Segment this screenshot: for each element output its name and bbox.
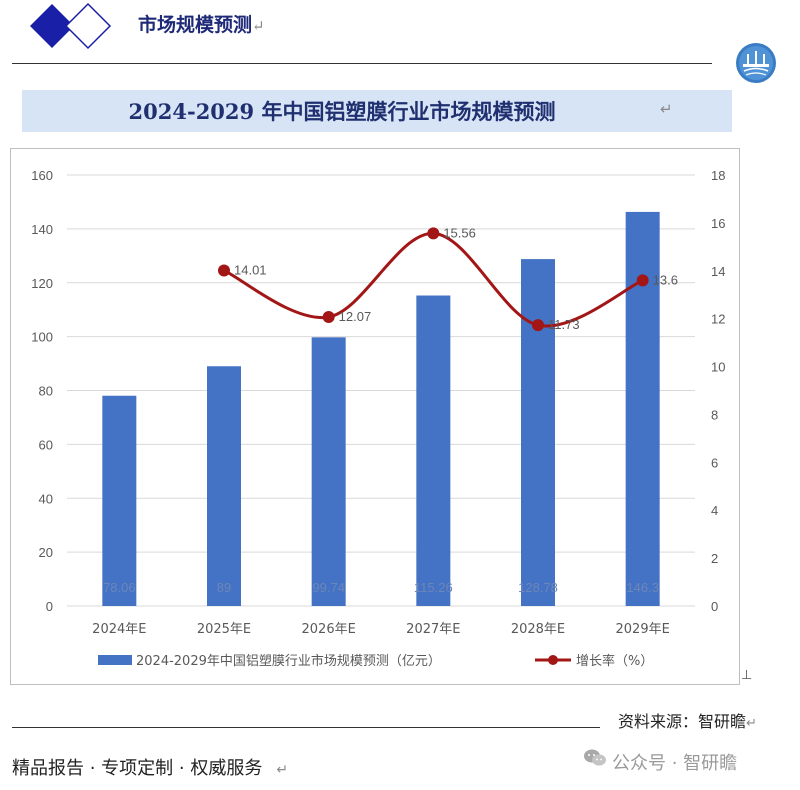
y-left-tick-label: 40 — [39, 491, 53, 506]
y-left-tick-label: 140 — [31, 222, 53, 237]
line-data-label: 13.6 — [653, 272, 678, 287]
line-point — [636, 274, 649, 287]
y-left-tick-label: 100 — [31, 330, 53, 345]
paragraph-mark: ↵ — [746, 716, 757, 731]
y-right-tick-label: 4 — [711, 503, 718, 518]
wechat-watermark: 公众号 · 智研瞻 — [612, 753, 738, 774]
legend-swatch-bar — [98, 655, 132, 665]
footer-rule — [12, 727, 600, 728]
line-point — [532, 319, 544, 332]
y-right-tick-label: 14 — [711, 264, 725, 279]
paragraph-mark: ↵ — [660, 100, 673, 118]
bar-data-label: 89 — [217, 580, 231, 595]
y-right-tick-label: 12 — [711, 312, 725, 327]
text-cursor-mark: ⊥ — [741, 668, 753, 683]
y-right-tick-label: 0 — [711, 599, 718, 614]
chart-title-banner — [22, 90, 732, 132]
bar-data-label: 128.78 — [518, 580, 558, 595]
bar — [521, 259, 555, 606]
y-left-tick-label: 80 — [39, 384, 53, 399]
paragraph-mark: ↵ — [252, 17, 265, 35]
x-tick-label: 2024年E — [92, 622, 146, 637]
legend-swatch-marker — [548, 655, 558, 665]
legend-label-line: 增长率（%） — [576, 653, 653, 669]
line-data-label: 11.73 — [548, 317, 580, 332]
bar — [207, 366, 241, 606]
bar-data-label: 115.26 — [414, 580, 453, 595]
bar — [416, 295, 451, 606]
chart-title: 2024-2029 年中国铝塑膜行业市场规模预测 — [128, 99, 556, 124]
bar — [625, 211, 660, 607]
line-data-label: 14.01 — [234, 263, 267, 278]
bar — [311, 337, 346, 606]
x-tick-label: 2028年E — [511, 622, 565, 637]
market-size-chart: 0 20 40 60 80 100 120 140 160 0 2 4 6 8 10 12 14 16 18 78.0… — [31, 168, 725, 669]
wechat-icon — [584, 749, 606, 766]
bar-data-label: 146.3 — [626, 580, 659, 595]
line-point — [427, 227, 440, 240]
y-left-tick-label: 0 — [46, 599, 53, 614]
line-point — [218, 264, 230, 277]
y-left-tick-label: 20 — [39, 545, 53, 560]
bar-data-label: 99.74 — [312, 580, 345, 595]
y-right-tick-label: 2 — [711, 551, 718, 566]
x-tick-label: 2025年E — [197, 622, 251, 637]
y-left-tick-label: 120 — [31, 276, 53, 291]
legend-label-bar: 2024-2029年中国铝塑膜行业市场规模预测（亿元） — [136, 653, 441, 669]
paragraph-mark: ↵ — [276, 762, 289, 778]
y-left-tick-label: 60 — [39, 437, 53, 452]
line-data-label: 15.56 — [443, 225, 476, 240]
chart-frame — [10, 148, 740, 685]
y-left-tick-label: 160 — [31, 168, 53, 183]
y-right-tick-label: 16 — [711, 216, 725, 231]
y-right-tick-label: 6 — [711, 455, 718, 470]
section-heading: 市场规模预测↵ — [138, 14, 265, 36]
y-right-tick-label: 8 — [711, 407, 718, 422]
x-tick-label: 2027年E — [406, 622, 460, 637]
line-point — [322, 310, 335, 323]
footer-slogan: 精品报告 · 专项定制 · 权威服务 ↵ — [12, 758, 289, 779]
source-note: 资料来源：智研瞻↵ — [618, 712, 757, 731]
bridge-badge-icon — [736, 43, 776, 83]
bar — [102, 395, 137, 606]
x-tick-label: 2026年E — [302, 622, 356, 637]
line-data-label: 12.07 — [339, 309, 372, 324]
x-tick-label: 2029年E — [616, 622, 670, 637]
header-rule — [12, 63, 712, 64]
y-right-tick-label: 18 — [711, 168, 725, 183]
y-right-tick-label: 10 — [711, 360, 725, 375]
diamond-logo-icon — [30, 2, 112, 50]
bar-data-label: 78.06 — [103, 580, 136, 595]
